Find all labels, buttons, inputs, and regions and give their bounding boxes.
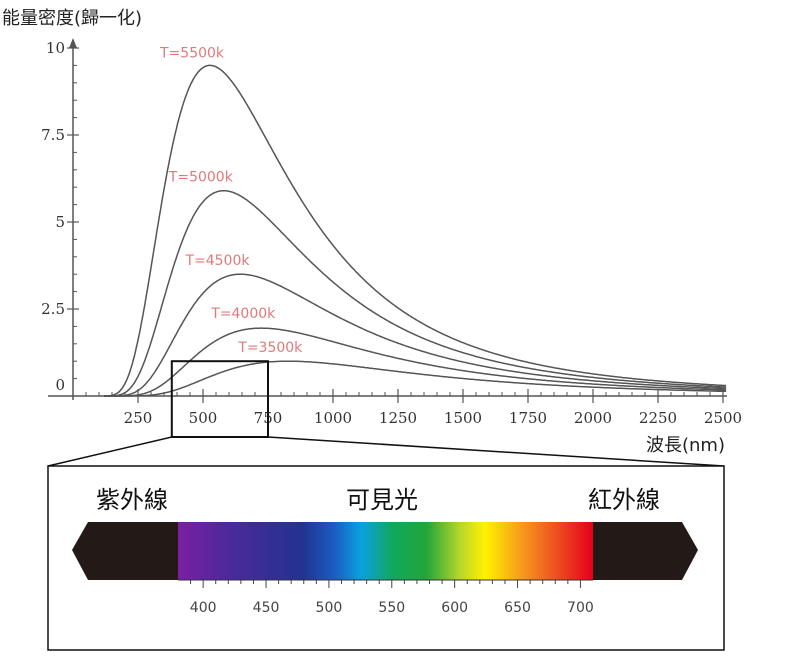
curve-labels: T=5500k T=5000k T=4500k T=4000k T=3500k [159,45,303,356]
x-tick-label: 1000 [314,409,352,427]
curve-4500k [104,273,727,397]
spectrum-tick-label: 500 [316,600,343,616]
zoom-connector [47,436,725,467]
x-tick-label: 1750 [509,409,547,427]
curves [104,64,727,397]
spectrum-tick-label: 650 [504,600,531,616]
ir-label: 紅外線 [588,486,660,514]
x-tick-label: 250 [124,409,153,427]
uv-label: 紫外線 [96,486,168,514]
spectrum-tick-label: 400 [190,600,217,616]
spectrum-tick-label: 550 [378,600,405,616]
x-tick-label: 1250 [379,409,417,427]
curve-label-4000k: T=4000k [210,306,276,322]
visible-spectrum-band [178,522,593,580]
spectrum-ticks: 400 450 500 550 600 650 700 [190,580,594,616]
spectrum-tick-label: 450 [253,600,280,616]
visible-light-label: 可見光 [346,486,418,514]
x-tick-label: 2250 [639,409,677,427]
x-tick-label: 2500 [704,409,742,427]
y-tick-label: 2.5 [41,300,65,318]
y-major-ticks: 0 2.5 5 7.5 10 [41,39,79,394]
y-tick-label: 10 [46,39,65,57]
curve-5500k [104,64,727,397]
curve-label-5500k: T=5500k [159,45,225,61]
spectrum-tick-label: 700 [567,600,594,616]
x-tick-label: 500 [189,409,218,427]
y-minor-ticks [73,64,77,380]
spectrum-tick-label: 600 [441,600,468,616]
y-tick-label: 5 [55,213,65,231]
x-axis-label: 波長(nm) [646,435,725,456]
curve-3500k [104,360,727,397]
curve-5000k [104,189,727,397]
x-tick-label: 2000 [574,409,612,427]
spectrum-minor-ticks [190,580,569,584]
ir-band [593,522,698,580]
curve-label-3500k: T=3500k [237,340,303,356]
y-axis-label: 能量密度(歸一化) [2,8,142,29]
spectrum-panel: 紫外線 可見光 紅外線 400 450 500 550 600 650 700 [47,465,725,651]
axes: 02.557.510 250 500 750 1000 1250 1500 1750 2000… [41,38,742,427]
y-tick-label: 7.5 [41,126,65,144]
curve-label-5000k: T=5000k [168,170,234,186]
curve-4000k [104,327,727,397]
x-tick-label: 1500 [444,409,482,427]
y-axis-arrow [69,38,77,48]
uv-band [72,522,178,580]
curve-label-4500k: T=4500k [184,253,250,269]
y-tick-label: 0 [55,376,65,394]
